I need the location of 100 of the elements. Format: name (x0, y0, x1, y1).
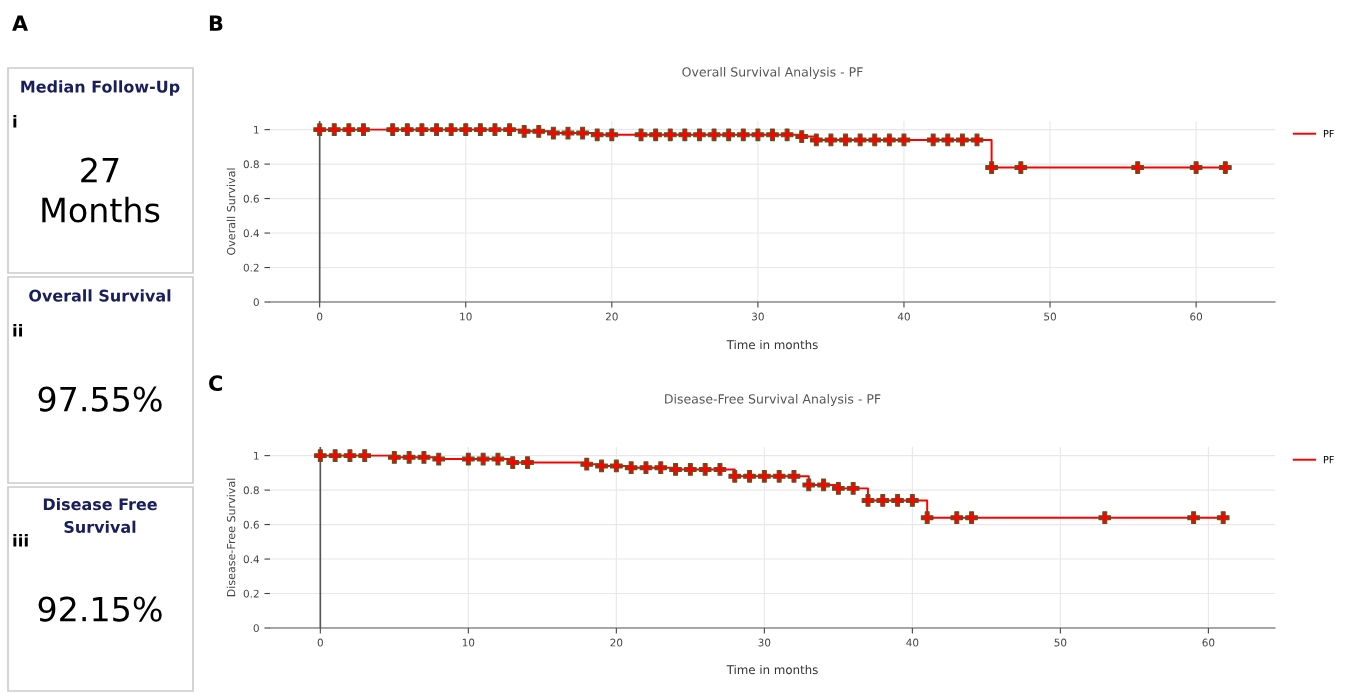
point (532, 124, 546, 138)
point (683, 463, 697, 476)
point (926, 133, 940, 147)
y-tick-label: 0 (253, 624, 259, 633)
point (461, 452, 475, 466)
point (327, 123, 341, 136)
point (634, 128, 648, 142)
x-tick-label: 30 (758, 638, 771, 647)
point (751, 128, 765, 142)
point (1098, 511, 1112, 525)
point (766, 128, 779, 142)
y-tick-label: 0.4 (243, 555, 259, 564)
point (780, 128, 794, 142)
point (503, 123, 516, 136)
y-tick-label: 1 (254, 125, 259, 134)
point (386, 123, 400, 136)
point (956, 133, 969, 147)
point (795, 130, 809, 143)
point (609, 459, 623, 473)
x-tick-label: 0 (317, 312, 323, 321)
x-tick-label: 30 (752, 312, 764, 321)
point (698, 463, 712, 476)
point (853, 133, 867, 147)
text: B (209, 15, 223, 31)
point (787, 469, 801, 483)
text: A (12, 15, 29, 31)
point (473, 123, 487, 136)
x-tick-label: 50 (1044, 312, 1056, 321)
x-tick-label: 0 (317, 638, 323, 647)
point (649, 128, 663, 142)
point (1218, 161, 1232, 174)
point (713, 463, 727, 476)
point (357, 123, 370, 136)
point (521, 456, 534, 469)
point (580, 457, 594, 471)
text: 92.15% (38, 596, 162, 622)
point (432, 452, 446, 466)
point (897, 133, 911, 147)
point (941, 133, 955, 147)
point (817, 478, 830, 492)
point (459, 123, 473, 136)
point (868, 133, 882, 147)
text: i (13, 114, 17, 128)
point (1189, 161, 1203, 174)
x-tick-label: 10 (460, 312, 472, 321)
point (663, 128, 677, 142)
x-tick-label: 60 (1190, 312, 1203, 321)
point (965, 511, 978, 525)
point (576, 126, 589, 140)
x-tick-label: 20 (605, 312, 618, 321)
point (809, 133, 823, 147)
y-tick-label: 0.8 (243, 160, 259, 169)
point (861, 494, 875, 507)
y-tick-label: 0 (253, 298, 259, 307)
point (343, 449, 357, 462)
text: 97.55% (38, 386, 162, 412)
y-tick-label: 0.2 (243, 263, 259, 272)
point (1014, 161, 1028, 174)
point (517, 124, 531, 138)
point (313, 449, 327, 462)
point (985, 161, 998, 174)
text: ii (13, 323, 23, 337)
y-tick-label: 0.2 (243, 589, 259, 598)
point (415, 123, 429, 136)
point (488, 123, 502, 136)
point (590, 128, 604, 142)
y-tick-label: 0.4 (243, 229, 259, 238)
point (342, 123, 356, 136)
point (654, 461, 668, 475)
point (757, 469, 771, 483)
point (802, 478, 816, 492)
y-axis-title: Disease-Free Survival (226, 478, 236, 597)
y-tick-label: 0.6 (243, 194, 259, 203)
legend-label: PF (1323, 456, 1334, 464)
point (605, 128, 619, 142)
point (400, 123, 414, 136)
y-tick-label: 1 (254, 451, 259, 460)
point (839, 133, 852, 147)
text: Median Follow-Up (21, 80, 180, 96)
point (891, 494, 904, 507)
chart-title: Overall Survival Analysis - PF (682, 66, 863, 80)
point (772, 469, 786, 483)
point (722, 128, 736, 142)
point (491, 452, 505, 466)
point (1187, 511, 1200, 525)
point (832, 482, 845, 495)
point (876, 494, 890, 507)
point (639, 461, 653, 475)
point (430, 123, 443, 136)
point (387, 450, 401, 464)
point (736, 128, 750, 142)
point (882, 133, 896, 147)
point (402, 450, 416, 464)
legend-label: PF (1323, 130, 1334, 138)
y-axis-title: Overall Survival (226, 168, 236, 255)
point (669, 463, 682, 476)
point (707, 128, 721, 142)
text: 27 Months (42, 157, 160, 223)
chart-title: Disease-Free Survival Analysis - PF (665, 393, 881, 407)
point (358, 449, 372, 462)
